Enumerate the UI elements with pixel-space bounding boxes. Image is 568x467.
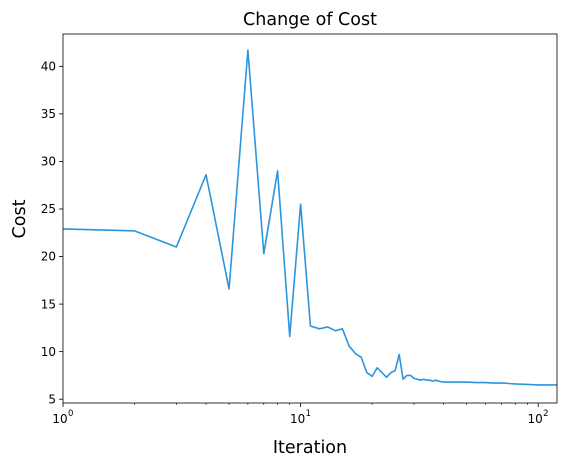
y-tick-label: 25 bbox=[41, 202, 56, 216]
y-tick-label: 15 bbox=[41, 297, 56, 311]
x-tick-label-exponent: 2 bbox=[543, 409, 548, 419]
y-tick-label: 40 bbox=[41, 60, 56, 74]
x-tick-label: 10 bbox=[290, 412, 305, 426]
y-tick-label: 20 bbox=[41, 250, 56, 264]
x-tick-label: 10 bbox=[52, 412, 67, 426]
y-tick-label: 5 bbox=[48, 392, 56, 406]
y-tick-label: 10 bbox=[41, 345, 56, 359]
cost-series-line bbox=[62, 49, 557, 386]
x-axis-title: Iteration bbox=[273, 438, 347, 458]
x-tick-label: 10 bbox=[528, 412, 543, 426]
y-tick-label: 35 bbox=[41, 107, 56, 121]
y-axis-title: Cost bbox=[10, 199, 30, 238]
x-tick-label-exponent: 0 bbox=[68, 409, 73, 419]
y-tick-label: 30 bbox=[41, 155, 56, 169]
x-tick-label-exponent: 1 bbox=[306, 409, 311, 419]
chart-title: Change of Cost bbox=[243, 10, 377, 30]
plot-frame bbox=[62, 33, 558, 404]
